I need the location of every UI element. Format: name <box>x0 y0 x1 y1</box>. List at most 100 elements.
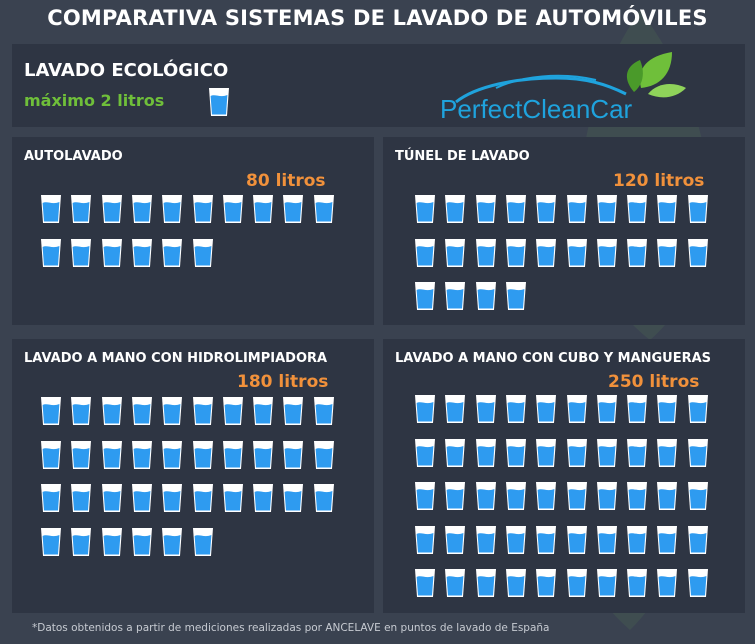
water-glass-icon <box>596 394 618 424</box>
water-glass-icon <box>282 194 304 224</box>
water-glass-icon <box>596 568 618 598</box>
panel-tunel: TÚNEL DE LAVADO 120 litros <box>383 137 745 325</box>
water-glass-icon <box>252 483 274 513</box>
water-glass-icon <box>626 438 648 468</box>
logo-text: PerfectCleanCar <box>440 94 633 124</box>
water-glass-icon <box>535 238 557 268</box>
water-glass-icon <box>192 527 214 557</box>
water-glass-icon <box>444 281 466 311</box>
water-glass-icon <box>687 394 709 424</box>
water-glass-icon <box>101 483 123 513</box>
water-glass-icon <box>566 568 588 598</box>
water-glass-icon <box>475 568 497 598</box>
water-glass-icon <box>535 525 557 555</box>
water-glass-icon <box>535 438 557 468</box>
amount-label: 180 litros <box>237 372 329 392</box>
water-glass-icon <box>626 394 648 424</box>
water-glass-icon <box>626 194 648 224</box>
water-glass-icon <box>444 525 466 555</box>
water-glass-icon <box>131 238 153 268</box>
water-glass-icon <box>626 525 648 555</box>
water-glass-icon <box>222 440 244 470</box>
water-glass-icon <box>252 396 274 426</box>
water-glass-icon <box>535 481 557 511</box>
water-glass-icon <box>687 438 709 468</box>
water-glass-icon <box>505 194 527 224</box>
water-glass-icon <box>475 281 497 311</box>
water-glass-icon <box>444 238 466 268</box>
water-glass-icon <box>222 396 244 426</box>
water-glass-icon <box>566 238 588 268</box>
water-glass-icon <box>414 394 436 424</box>
water-glass-icon <box>70 440 92 470</box>
water-glass-icon <box>222 483 244 513</box>
water-glass-icon <box>505 568 527 598</box>
water-glass-icon <box>566 194 588 224</box>
water-glass-icon <box>475 525 497 555</box>
water-glass-icon <box>131 194 153 224</box>
water-glass-icon <box>414 525 436 555</box>
water-glass-icon <box>70 396 92 426</box>
water-glass-icon <box>414 438 436 468</box>
category-label: AUTOLAVADO <box>24 149 123 164</box>
water-glass-icon <box>313 483 335 513</box>
water-glass-icon <box>444 394 466 424</box>
category-label: LAVADO A MANO CON HIDROLIMPIADORA <box>24 351 328 366</box>
water-glass-icon <box>687 238 709 268</box>
water-glass-icon <box>282 396 304 426</box>
water-glass-icon <box>535 394 557 424</box>
water-glass-icon <box>101 440 123 470</box>
eco-title: LAVADO ECOLÓGICO <box>24 60 229 81</box>
water-glass-icon <box>535 194 557 224</box>
water-glass-icon <box>566 394 588 424</box>
water-glass-icon <box>444 481 466 511</box>
water-glass-icon <box>656 481 678 511</box>
water-glass-icon <box>687 568 709 598</box>
water-glass-icon <box>192 483 214 513</box>
water-glass-icon <box>596 238 618 268</box>
eco-panel <box>12 44 745 127</box>
water-glass-icon <box>40 440 62 470</box>
panel-cubo-mangueras: LAVADO A MANO CON CUBO Y MANGUERAS 250 l… <box>383 339 745 613</box>
logo: PerfectCleanCar <box>436 48 691 128</box>
water-glass-icon <box>101 194 123 224</box>
water-glass-icon <box>626 238 648 268</box>
water-glass-icon <box>566 481 588 511</box>
category-label: LAVADO A MANO CON CUBO Y MANGUERAS <box>395 351 712 366</box>
water-glass-icon <box>596 481 618 511</box>
water-glass-icon <box>161 396 183 426</box>
water-glass-icon <box>414 568 436 598</box>
water-glass-icon <box>161 238 183 268</box>
water-glass-icon <box>70 238 92 268</box>
page-title: COMPARATIVA SISTEMAS DE LAVADO DE AUTOMÓ… <box>47 6 708 30</box>
water-glass-icon <box>656 568 678 598</box>
amount-label: 120 litros <box>613 171 705 191</box>
panel-hidrolimpiadora: LAVADO A MANO CON HIDROLIMPIADORA 180 li… <box>12 339 374 613</box>
water-glass-icon <box>208 87 230 117</box>
water-glass-icon <box>313 194 335 224</box>
water-glass-icon <box>40 396 62 426</box>
water-glass-icon <box>566 438 588 468</box>
water-glass-icon <box>444 568 466 598</box>
water-glass-icon <box>161 483 183 513</box>
water-glass-icon <box>192 440 214 470</box>
water-glass-icon <box>626 568 648 598</box>
category-label: TÚNEL DE LAVADO <box>395 149 530 164</box>
water-glass-icon <box>414 238 436 268</box>
water-glass-icon <box>475 438 497 468</box>
water-glass-icon <box>505 238 527 268</box>
water-glass-icon <box>505 525 527 555</box>
water-glass-icon <box>596 194 618 224</box>
water-glass-icon <box>656 525 678 555</box>
water-glass-icon <box>101 527 123 557</box>
water-glass-icon <box>656 194 678 224</box>
water-glass-icon <box>687 525 709 555</box>
water-glass-icon <box>313 440 335 470</box>
water-glass-icon <box>414 481 436 511</box>
water-glass-icon <box>505 394 527 424</box>
water-glass-icon <box>475 238 497 268</box>
water-glass-icon <box>131 483 153 513</box>
water-glass-icon <box>626 481 648 511</box>
water-glass-icon <box>222 194 244 224</box>
eco-subtitle: máximo 2 litros <box>24 91 165 110</box>
